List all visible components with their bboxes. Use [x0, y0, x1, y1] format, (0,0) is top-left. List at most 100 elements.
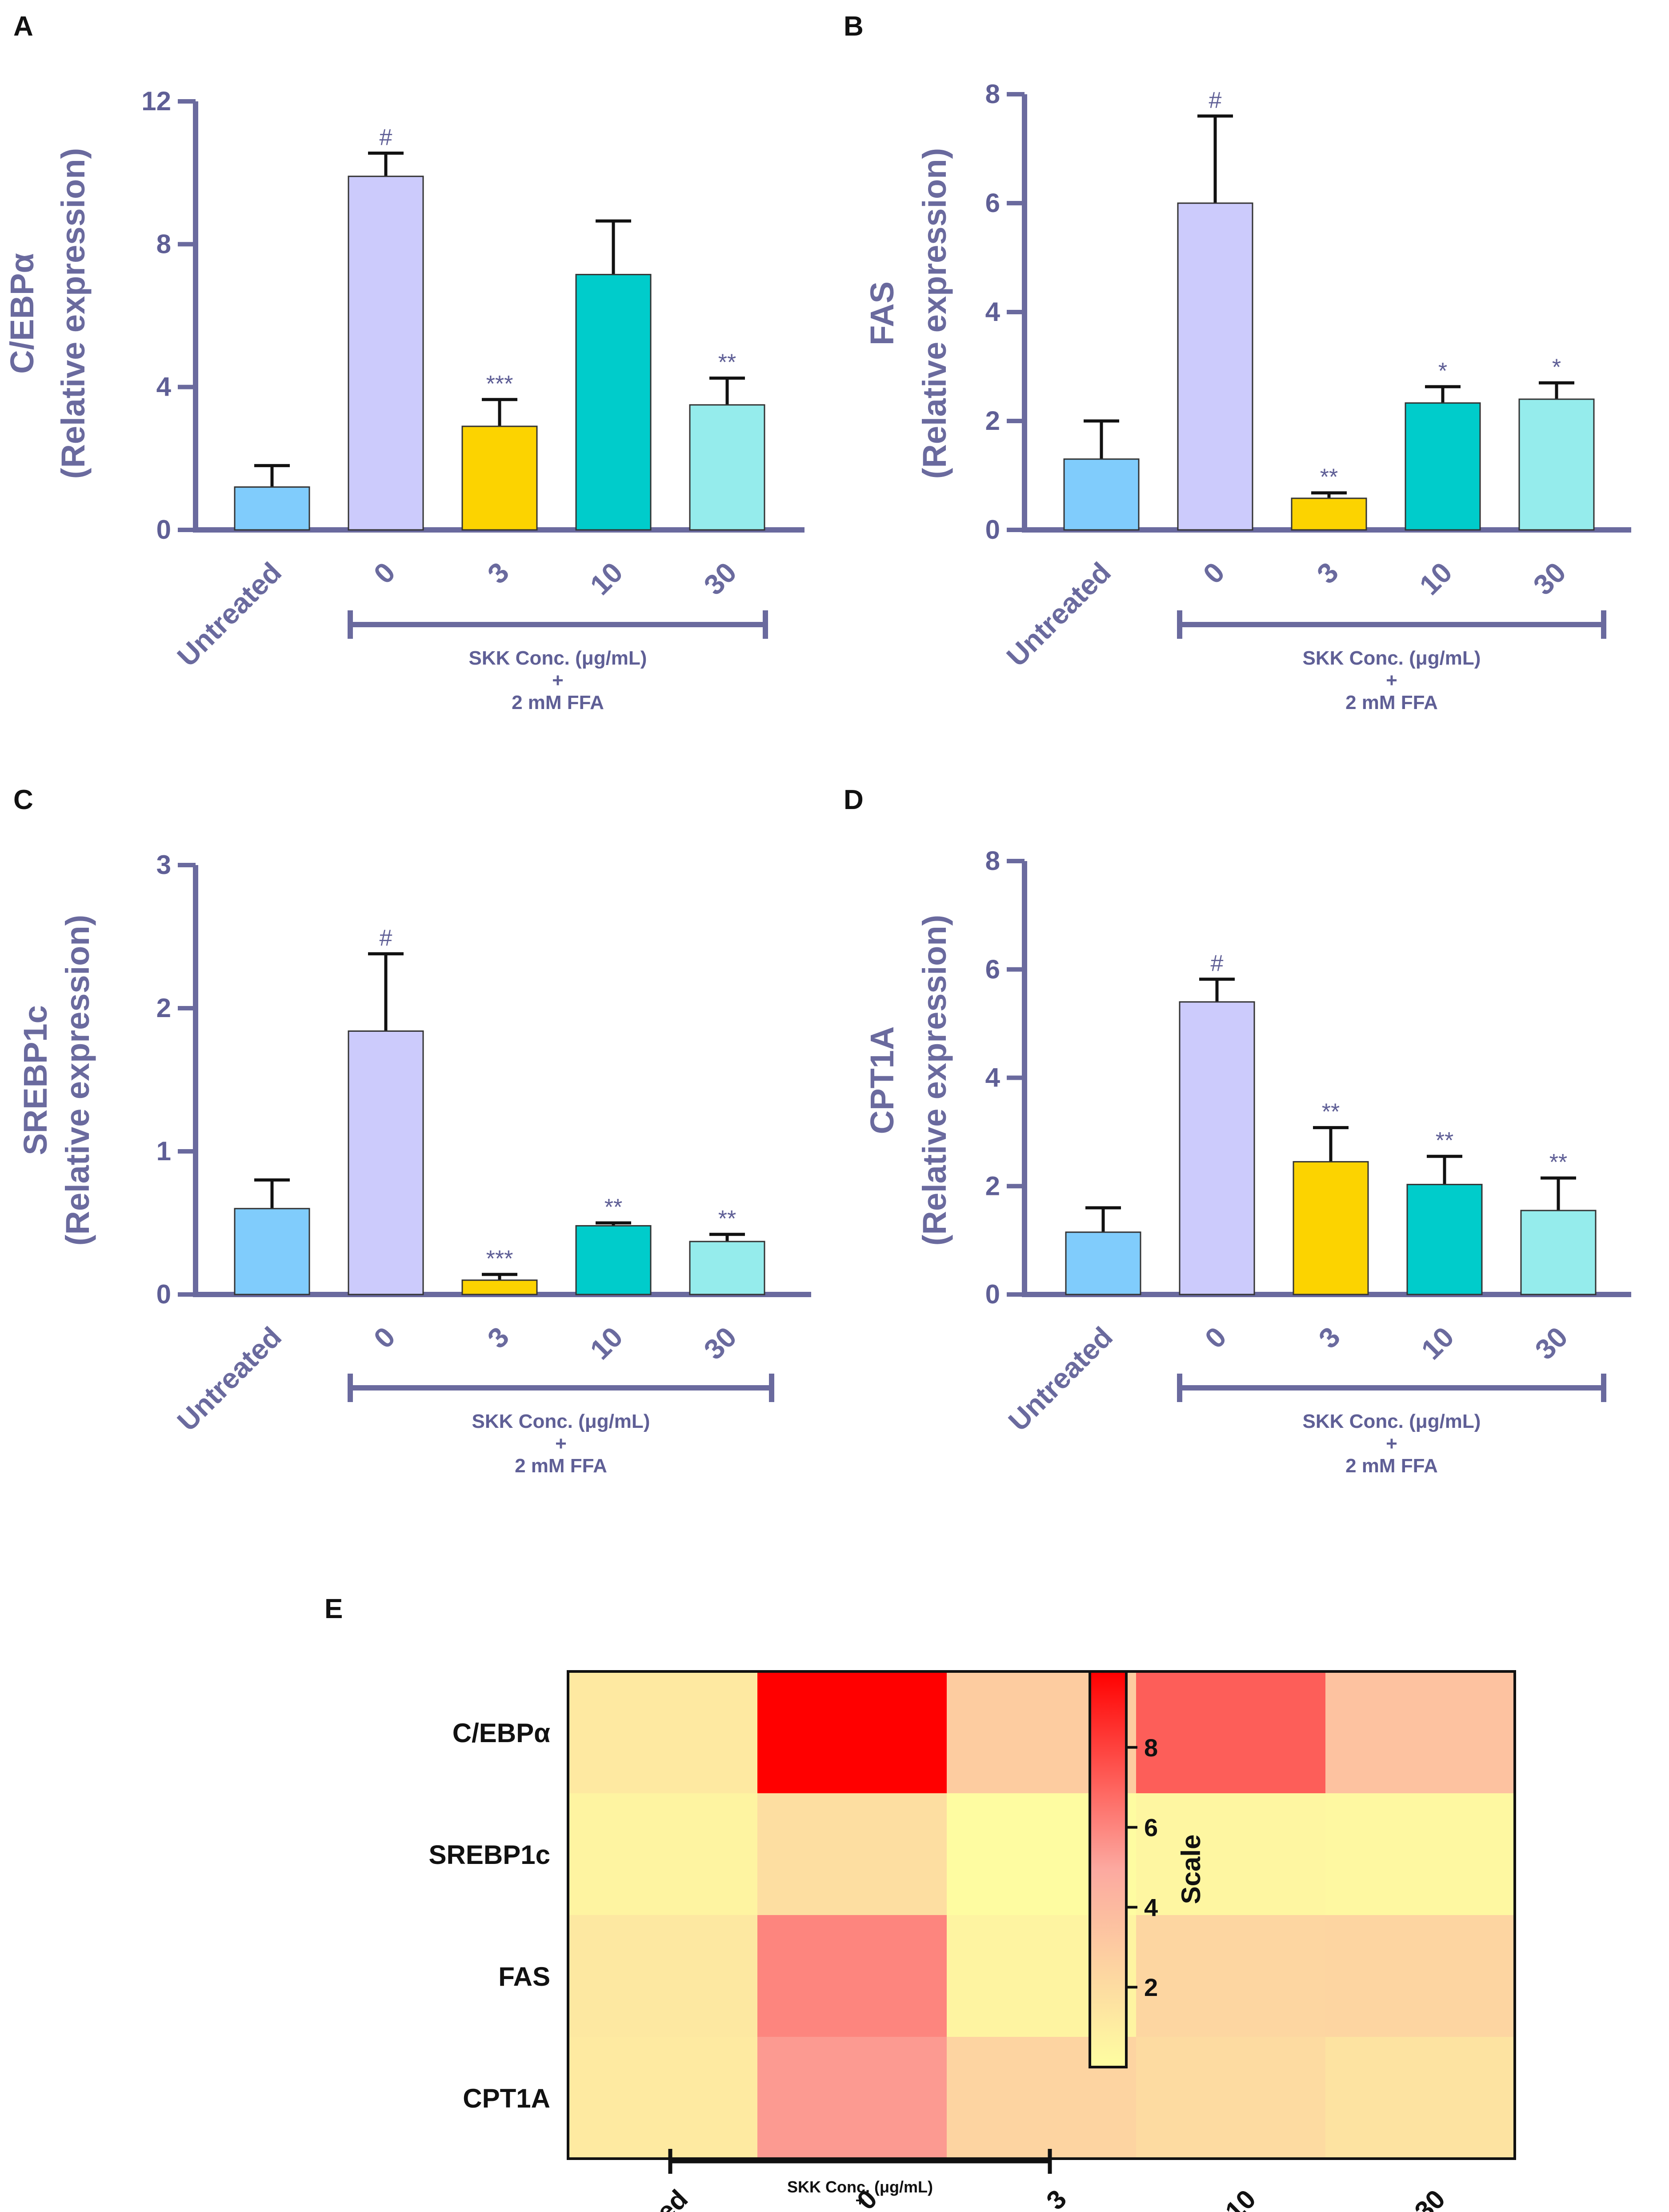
significance-label: **: [1322, 1099, 1340, 1125]
y-tick-label: 4: [985, 1063, 1001, 1093]
significance-label: **: [1549, 1150, 1567, 1175]
bar: [348, 1030, 424, 1295]
group-label-line2: +: [555, 1433, 567, 1455]
group-label-line1: SKK Conc. (μg/mL): [472, 1411, 650, 1432]
bar: [1177, 202, 1253, 531]
bar: [575, 274, 652, 531]
y-tick-label: 2: [985, 1171, 1000, 1201]
category-label: 10: [1413, 556, 1458, 601]
heatmap-cell: [757, 1915, 947, 2037]
bar: [1065, 1231, 1141, 1295]
significance-label: ***: [486, 1246, 513, 1272]
bar: [575, 1225, 652, 1295]
significance-label: **: [718, 1206, 736, 1232]
significance-label: *: [1438, 358, 1447, 384]
category-label: 30: [698, 1321, 743, 1366]
bar-chart-b: 0 2 4 6 8 FAS (Relative expression) Untreated #0…: [864, 79, 1631, 713]
heatmap-cell: [1325, 1915, 1515, 2037]
heatmap-cell: [568, 1793, 758, 1915]
y-axis-title: C/EBPα: [4, 253, 40, 374]
scale-tick-label: 2: [1144, 1973, 1158, 2001]
category-label: 3: [1313, 1321, 1346, 1354]
y-tick-label: 6: [985, 954, 1000, 984]
heatmap-cell: [757, 1793, 947, 1915]
heatmap-e: C/EBPαSREBP1cFASCPT1AUntreated031030SKK …: [429, 1670, 1516, 2212]
bar: [1405, 402, 1481, 531]
y-tick-label: 0: [985, 515, 1000, 545]
scale-tick-label: 4: [1144, 1893, 1158, 1921]
heatmap-group-line2: +: [855, 2191, 865, 2209]
group-label-line2: +: [1386, 1433, 1397, 1455]
heatmap-col-label: Untreated: [584, 2184, 693, 2212]
heatmap-cell: [568, 2037, 758, 2159]
bar: [234, 1208, 310, 1295]
significance-label: **: [1436, 1128, 1453, 1154]
heatmap-cell: [757, 2037, 947, 2159]
category-label: Untreated: [1001, 556, 1117, 673]
group-label-line1: SKK Conc. (μg/mL): [1303, 647, 1481, 669]
y-tick-label: 8: [156, 229, 171, 259]
y-tick-label: 2: [156, 993, 171, 1023]
group-label-line1: SKK Conc. (μg/mL): [469, 647, 647, 669]
group-label-line3: 2 mM FFA: [512, 692, 604, 713]
category-label: 0: [1199, 1321, 1233, 1354]
group-label-line1: SKK Conc. (μg/mL): [1303, 1411, 1481, 1432]
heatmap-col-label: 30: [1409, 2184, 1451, 2212]
panel-letter-d: D: [844, 785, 864, 815]
y-tick-label: 8: [985, 846, 1000, 876]
y-axis-title-sub: (Relative expression): [916, 148, 953, 479]
bar: [234, 486, 310, 531]
bar: [689, 1241, 765, 1295]
bar-chart-d: 0 2 4 6 8 CPT1A (Relative expression) Untreated…: [864, 846, 1631, 1477]
heatmap-row-label: FAS: [498, 1962, 550, 1992]
heatmap-cell: [1136, 2037, 1326, 2159]
bar: [1293, 1161, 1369, 1295]
category-label: 0: [368, 556, 401, 590]
y-tick-label: 1: [156, 1136, 171, 1166]
y-tick-label: 4: [156, 372, 172, 402]
bar: [348, 176, 424, 531]
scale-bar: [1089, 1670, 1128, 2068]
heatmap-group-line1: SKK Conc. (μg/mL): [787, 2178, 933, 2196]
panel-letter-e: E: [324, 1594, 343, 1624]
heatmap-cell: [757, 1671, 947, 1794]
y-tick-label: 0: [985, 1279, 1000, 1309]
group-label-line2: +: [1386, 669, 1397, 691]
y-axis-title: FAS: [864, 281, 901, 345]
significance-label: ***: [486, 371, 513, 397]
heatmap-cell: [1325, 2037, 1515, 2159]
significance-label: **: [718, 350, 736, 376]
group-label-line3: 2 mM FFA: [515, 1455, 607, 1477]
heatmap-col-label: 10: [1220, 2184, 1262, 2212]
category-label: Untreated: [1002, 1321, 1119, 1437]
category-label: 10: [584, 1321, 629, 1366]
heatmap-cell: [1325, 1671, 1515, 1794]
bar: [1063, 458, 1140, 531]
heatmap-cell: [568, 1915, 758, 2037]
y-axis-title-sub: (Relative expression): [55, 148, 92, 479]
y-axis-title: CPT1A: [864, 1026, 901, 1134]
y-tick-label: 2: [985, 406, 1000, 436]
category-label: 3: [481, 1321, 515, 1354]
y-axis-title-sub: (Relative expression): [59, 915, 96, 1246]
y-axis-title: SREBP1c: [17, 1005, 54, 1155]
y-axis-title-sub: (Relative expression): [916, 915, 953, 1246]
bar: [1406, 1184, 1483, 1295]
bar: [461, 425, 538, 531]
significance-label: #: [380, 124, 392, 150]
category-label: 30: [1529, 1321, 1574, 1366]
y-tick-label: 8: [985, 79, 1000, 109]
y-tick-label: 0: [156, 515, 171, 545]
heatmap-row-label: SREBP1c: [429, 1840, 550, 1870]
heatmap-col-label: 3: [1041, 2184, 1072, 2212]
significance-label: #: [1209, 88, 1222, 113]
group-label-line2: +: [552, 669, 564, 691]
heatmap-cell: [1325, 1793, 1515, 1915]
bar: [689, 404, 765, 531]
category-label: 10: [1415, 1321, 1460, 1366]
significance-label: **: [1320, 465, 1338, 490]
significance-label: **: [604, 1194, 622, 1220]
heatmap-frame: [567, 1670, 1516, 2160]
category-label: 10: [584, 556, 629, 601]
